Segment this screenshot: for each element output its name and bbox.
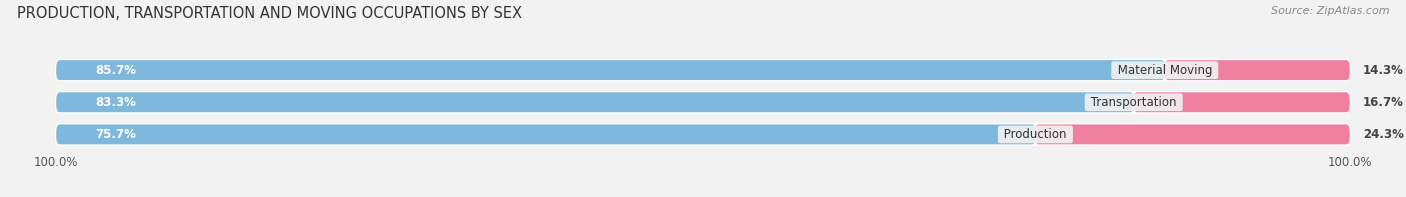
- FancyBboxPatch shape: [56, 60, 1164, 80]
- FancyBboxPatch shape: [56, 92, 1350, 112]
- FancyBboxPatch shape: [1164, 60, 1350, 80]
- Text: 75.7%: 75.7%: [96, 128, 136, 141]
- FancyBboxPatch shape: [56, 92, 1133, 112]
- FancyBboxPatch shape: [1035, 125, 1350, 144]
- Text: 85.7%: 85.7%: [96, 64, 136, 77]
- Text: PRODUCTION, TRANSPORTATION AND MOVING OCCUPATIONS BY SEX: PRODUCTION, TRANSPORTATION AND MOVING OC…: [17, 6, 522, 21]
- FancyBboxPatch shape: [56, 60, 1350, 80]
- Text: Transportation: Transportation: [1087, 96, 1181, 109]
- Text: Material Moving: Material Moving: [1114, 64, 1216, 77]
- Text: Production: Production: [1000, 128, 1070, 141]
- FancyBboxPatch shape: [56, 125, 1350, 144]
- Text: 16.7%: 16.7%: [1362, 96, 1403, 109]
- FancyBboxPatch shape: [1133, 92, 1350, 112]
- Text: 83.3%: 83.3%: [96, 96, 136, 109]
- Text: 24.3%: 24.3%: [1362, 128, 1403, 141]
- FancyBboxPatch shape: [56, 125, 1035, 144]
- Text: 14.3%: 14.3%: [1362, 64, 1403, 77]
- Text: Source: ZipAtlas.com: Source: ZipAtlas.com: [1271, 6, 1389, 16]
